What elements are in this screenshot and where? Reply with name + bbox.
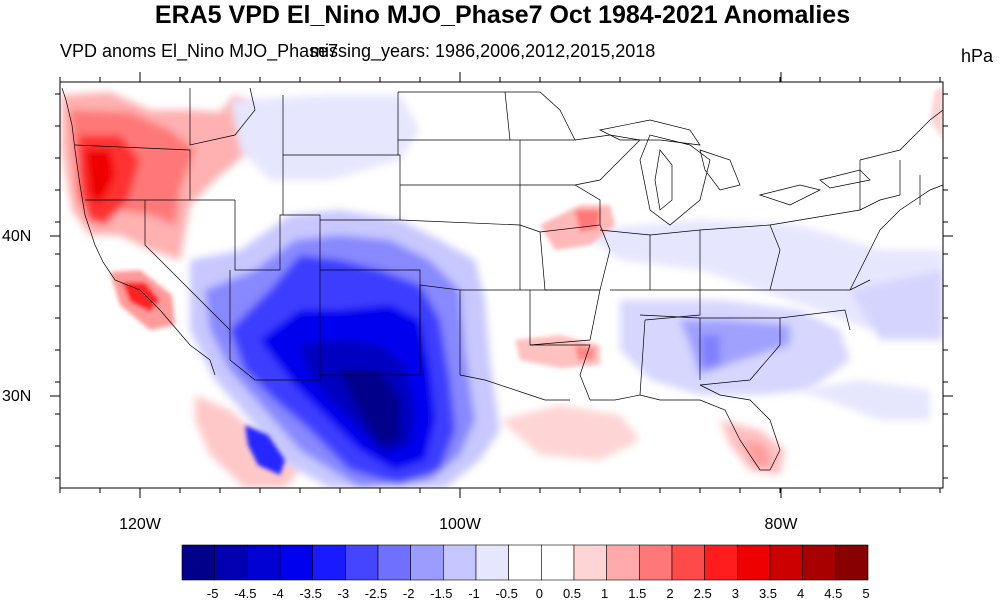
lon-label-100w: 100W bbox=[439, 516, 482, 533]
anomaly-southwest-negative bbox=[190, 210, 500, 488]
colorbar-swatch bbox=[312, 544, 346, 581]
colorbar-label: 2.5 bbox=[694, 586, 712, 601]
colorbar-label: 4 bbox=[797, 586, 804, 601]
anomaly-pnw-positive bbox=[62, 92, 260, 260]
great-lakes bbox=[598, 119, 871, 211]
anomaly-gulf-positive bbox=[500, 405, 785, 475]
colorbar-label: -5 bbox=[207, 586, 219, 601]
plot-frame bbox=[59, 81, 944, 489]
anomaly-field bbox=[60, 82, 943, 488]
colorbar-swatch bbox=[769, 544, 803, 581]
anomaly-plains-negative bbox=[230, 95, 943, 420]
colorbar-swatch bbox=[410, 544, 444, 581]
colorbar-label: -1.5 bbox=[430, 586, 452, 601]
colorbar-label: -4.5 bbox=[234, 586, 256, 601]
colorbar-label: -0.5 bbox=[495, 586, 517, 601]
colorbar-label: 2 bbox=[666, 586, 673, 601]
units-label: hPa bbox=[960, 46, 993, 66]
colorbar-label: 3.5 bbox=[759, 586, 777, 601]
anomaly-south-central-positive bbox=[515, 335, 600, 368]
colorbar-swatch bbox=[573, 544, 607, 581]
colorbar-swatch bbox=[247, 544, 281, 581]
colorbar-swatch bbox=[214, 544, 248, 581]
colorbar-label: -2 bbox=[403, 586, 415, 601]
colorbar-label: 1.5 bbox=[628, 586, 646, 601]
colorbar-label: -3.5 bbox=[299, 586, 321, 601]
colorbar-label: -3 bbox=[338, 586, 350, 601]
colorbar-label: -2.5 bbox=[365, 586, 387, 601]
colorbar-label: 3 bbox=[732, 586, 739, 601]
colorbar-swatch bbox=[802, 544, 836, 581]
colorbar-swatch bbox=[541, 544, 575, 581]
chart-title: ERA5 VPD El_Nino MJO_Phase7 Oct 1984-202… bbox=[154, 1, 851, 29]
colorbar-label: -4 bbox=[272, 586, 284, 601]
lon-label-120w: 120W bbox=[119, 516, 162, 533]
anomaly-northeast-positive bbox=[930, 88, 943, 140]
state-boundaries bbox=[61, 87, 943, 471]
lat-label-30n: 30N bbox=[2, 388, 31, 405]
colorbar-swatch bbox=[704, 544, 738, 581]
colorbar-swatch bbox=[508, 544, 542, 581]
colorbar-swatch bbox=[835, 544, 869, 581]
colorbar-swatch bbox=[671, 544, 705, 581]
colorbar-label: 0 bbox=[536, 586, 543, 601]
colorbar-swatch bbox=[606, 544, 640, 581]
colorbar-swatch bbox=[475, 544, 509, 581]
colorbar-label: 4.5 bbox=[824, 586, 842, 601]
colorbar-swatch bbox=[639, 544, 673, 581]
colorbar-swatch bbox=[279, 544, 313, 581]
subtitle-left: VPD anoms El_Nino MJO_Phase7 bbox=[60, 41, 339, 61]
anomaly-baja-negative bbox=[245, 425, 285, 475]
colorbar-label: 1 bbox=[601, 586, 608, 601]
colorbar-label: 5 bbox=[862, 586, 869, 601]
colorbar-swatch bbox=[443, 544, 477, 581]
subtitle-missing-years: missing_years: 1986,2006,2012,2015,2018 bbox=[310, 41, 656, 61]
anomaly-southeast-negative bbox=[620, 300, 850, 395]
colorbar-swatch bbox=[345, 544, 379, 581]
anomaly-socal-positive bbox=[110, 270, 175, 330]
colorbar-swatch bbox=[181, 544, 215, 581]
axis-ticks bbox=[50, 72, 953, 498]
lat-label-40n: 40N bbox=[2, 228, 31, 245]
colorbar-swatch bbox=[737, 544, 771, 581]
colorbar-swatch bbox=[377, 544, 411, 581]
colorbar-label: 0.5 bbox=[563, 586, 581, 601]
colorbar: -5 -4.5 -4 -3.5 -3 -2.5 -2 -1.5 -1 -0.5 0 0.5 1 1.5 2 2… bbox=[181, 544, 870, 601]
colorbar-label: -1 bbox=[468, 586, 480, 601]
lon-label-80w: 80W bbox=[765, 516, 799, 533]
